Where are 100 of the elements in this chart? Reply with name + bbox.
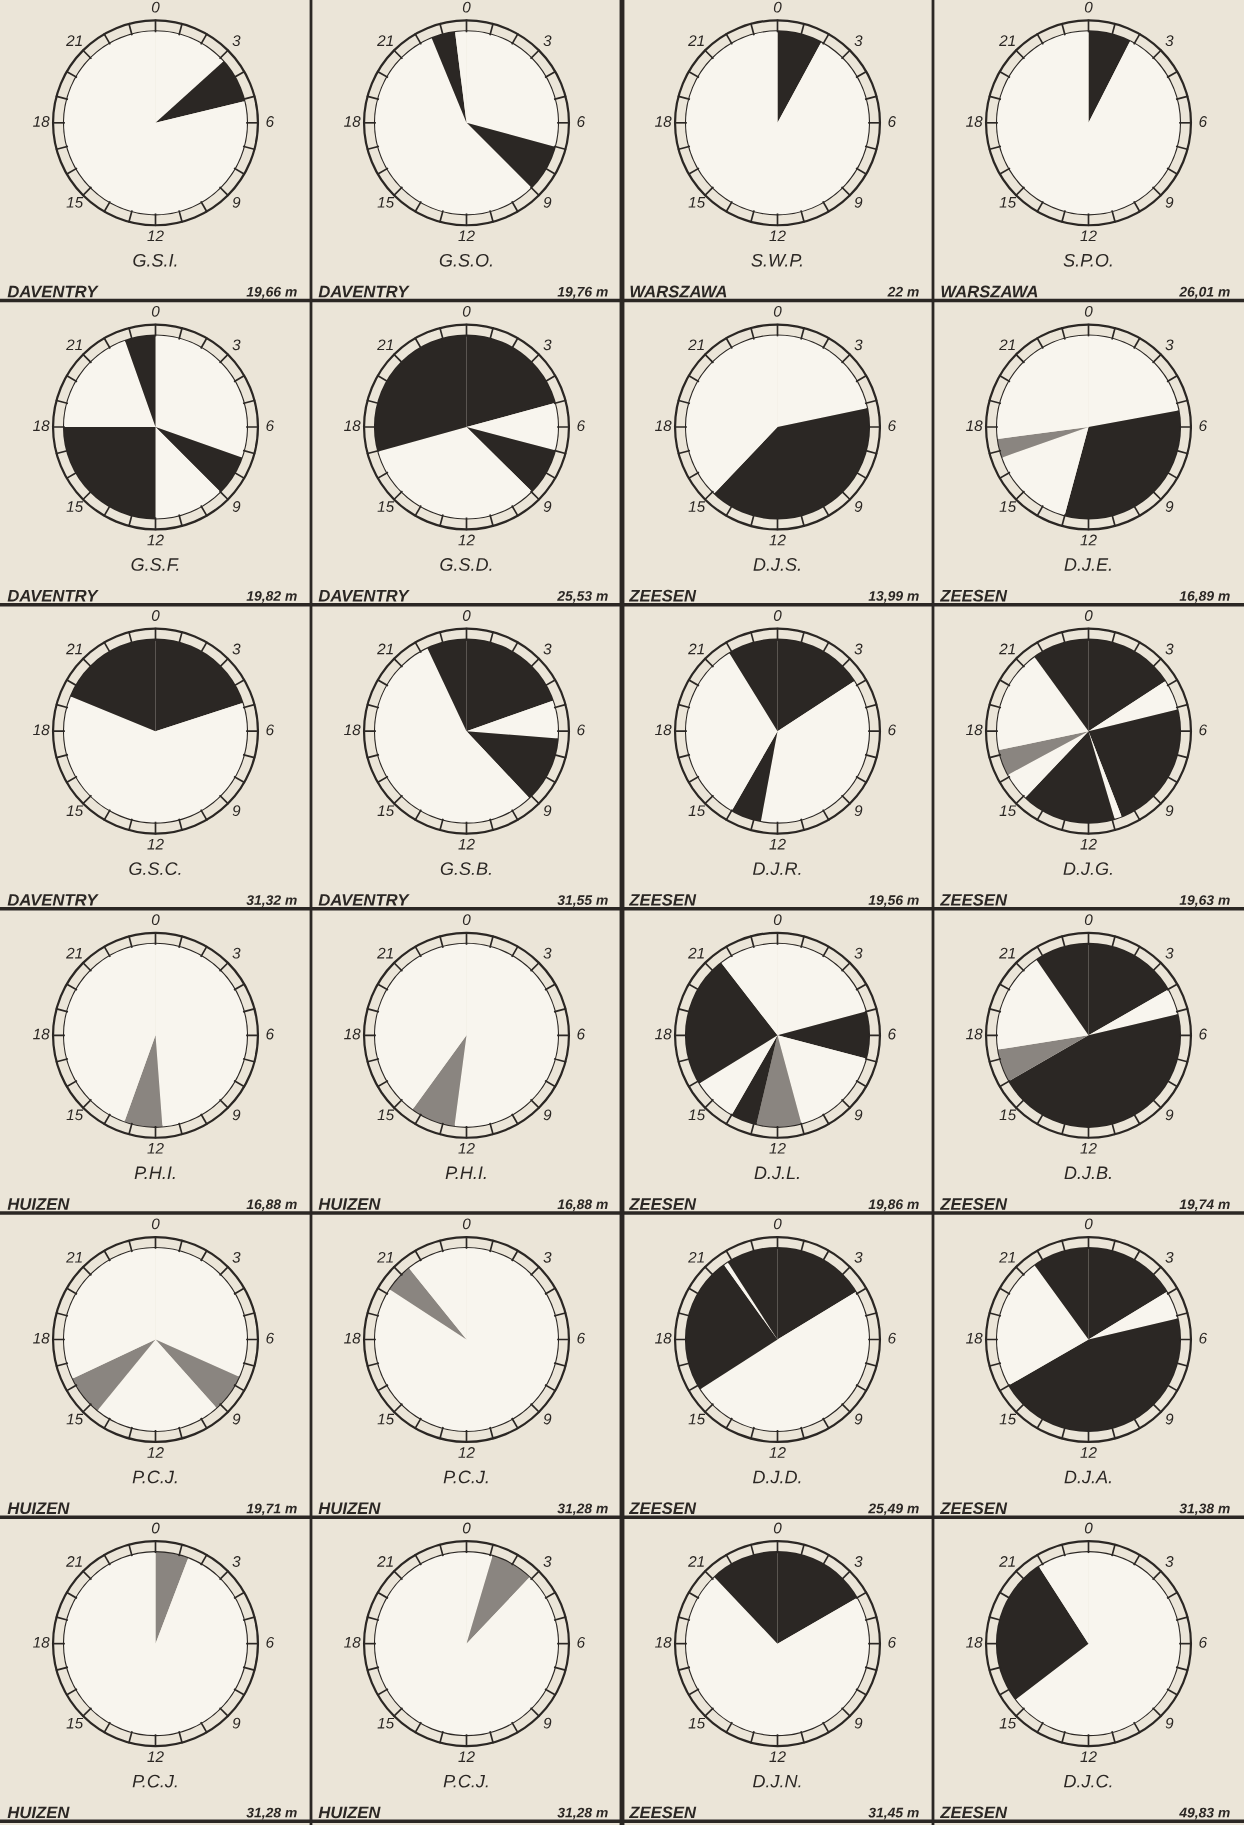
- text: 15: [688, 1413, 706, 1425]
- text: 9: [854, 805, 863, 817]
- text: P.C.J.: [132, 1774, 177, 1788]
- text: 12: [769, 1751, 786, 1762]
- pie-slice: [756, 1035, 802, 1127]
- text: 18: [344, 1028, 361, 1040]
- text: 12: [147, 1447, 164, 1458]
- text: G.S.B.: [440, 862, 491, 876]
- text: 18: [33, 420, 50, 432]
- text: ZEESEN: [939, 1198, 1008, 1210]
- text: P.C.J.: [443, 1774, 488, 1788]
- pie-slice: [1088, 731, 1122, 819]
- pie-slice: [412, 1035, 467, 1126]
- text: 19,82 m: [246, 591, 297, 603]
- text: 3: [543, 339, 552, 351]
- text: P.C.J.: [443, 1470, 488, 1484]
- text: 22 m: [887, 286, 919, 297]
- text: 12: [458, 838, 475, 850]
- text: 3: [854, 339, 863, 351]
- text: 12: [769, 1142, 786, 1154]
- text: 15: [688, 197, 706, 208]
- text: 19,86 m: [868, 1199, 919, 1212]
- text: 15: [999, 197, 1017, 208]
- text: ZEESEN: [939, 893, 1008, 906]
- text: G.S.D.: [440, 558, 492, 571]
- text: 0: [462, 1522, 471, 1534]
- pie-slice: [997, 959, 1089, 1050]
- text: 18: [33, 1028, 50, 1040]
- text: 15: [377, 197, 395, 208]
- text: 21: [66, 947, 82, 959]
- text: 9: [854, 1413, 863, 1425]
- text: 6: [888, 1332, 897, 1344]
- text: ZEESEN: [628, 1198, 697, 1210]
- text: 0: [462, 914, 471, 926]
- text: 9: [232, 1717, 241, 1729]
- text: 21: [66, 1556, 82, 1567]
- text: 21: [688, 1251, 704, 1263]
- text: 15: [999, 1109, 1017, 1121]
- text: 12: [1080, 1751, 1097, 1762]
- text: 21: [999, 35, 1015, 46]
- text: 6: [266, 1332, 275, 1344]
- text: 25,53 m: [557, 591, 608, 603]
- text: 18: [966, 420, 983, 432]
- text: 3: [854, 35, 863, 47]
- text: 13,99 m: [868, 591, 919, 603]
- text: 15: [66, 805, 84, 817]
- text: 9: [543, 1413, 552, 1425]
- text: 3: [543, 35, 552, 47]
- pie-slice: [724, 1262, 778, 1340]
- text: 12: [1080, 1447, 1097, 1458]
- text: 9: [543, 1717, 552, 1729]
- text: G.S.O.: [439, 253, 492, 267]
- text: 3: [232, 1251, 241, 1263]
- text: 12: [769, 534, 786, 546]
- text: 0: [1084, 610, 1093, 621]
- text: D.J.R.: [752, 862, 801, 876]
- text: 19,71 m: [246, 1503, 297, 1516]
- text: 6: [266, 1636, 275, 1648]
- text: 9: [1165, 1109, 1174, 1121]
- text: 9: [1165, 196, 1174, 208]
- text: 9: [1165, 805, 1174, 817]
- text: 21: [377, 35, 393, 46]
- text: ZEESEN: [628, 893, 697, 906]
- text: 18: [344, 116, 361, 127]
- text: 31,45 m: [868, 1807, 919, 1820]
- text: 0: [1084, 305, 1093, 317]
- text: 16,88 m: [246, 1199, 297, 1212]
- text: 6: [1199, 1028, 1208, 1040]
- text: ZEESEN: [939, 1502, 1008, 1515]
- text: 21: [66, 643, 82, 655]
- text: 15: [999, 501, 1017, 512]
- text: 3: [232, 1556, 241, 1567]
- text: 3: [543, 643, 552, 655]
- text: 6: [1199, 116, 1208, 127]
- text: 15: [377, 805, 395, 817]
- text: 21: [999, 1251, 1015, 1263]
- pie-slice: [998, 731, 1089, 775]
- text: 3: [543, 947, 552, 959]
- text: 16,89 m: [1179, 591, 1230, 603]
- text: 21: [377, 339, 393, 351]
- text: 12: [1080, 838, 1097, 850]
- text: 6: [888, 1636, 897, 1648]
- text: 25,49 m: [868, 1503, 919, 1516]
- text: 26,01 m: [1179, 286, 1230, 299]
- text: 12: [147, 838, 164, 850]
- text: 19,66 m: [246, 286, 297, 299]
- text: WARSZAWA: [941, 285, 1038, 298]
- text: 21: [688, 643, 704, 655]
- text: 31,28 m: [246, 1807, 297, 1820]
- text: 15: [688, 1109, 706, 1121]
- text: 0: [1084, 1218, 1093, 1230]
- text: DAVENTRY: [318, 285, 410, 298]
- text: 6: [577, 1028, 586, 1040]
- text: 18: [655, 724, 672, 736]
- text: 9: [854, 196, 863, 208]
- text: 18: [33, 116, 50, 127]
- text: 21: [999, 947, 1015, 959]
- pie-slice: [1015, 1552, 1180, 1736]
- text: 12: [458, 534, 475, 546]
- text: 3: [1165, 35, 1174, 47]
